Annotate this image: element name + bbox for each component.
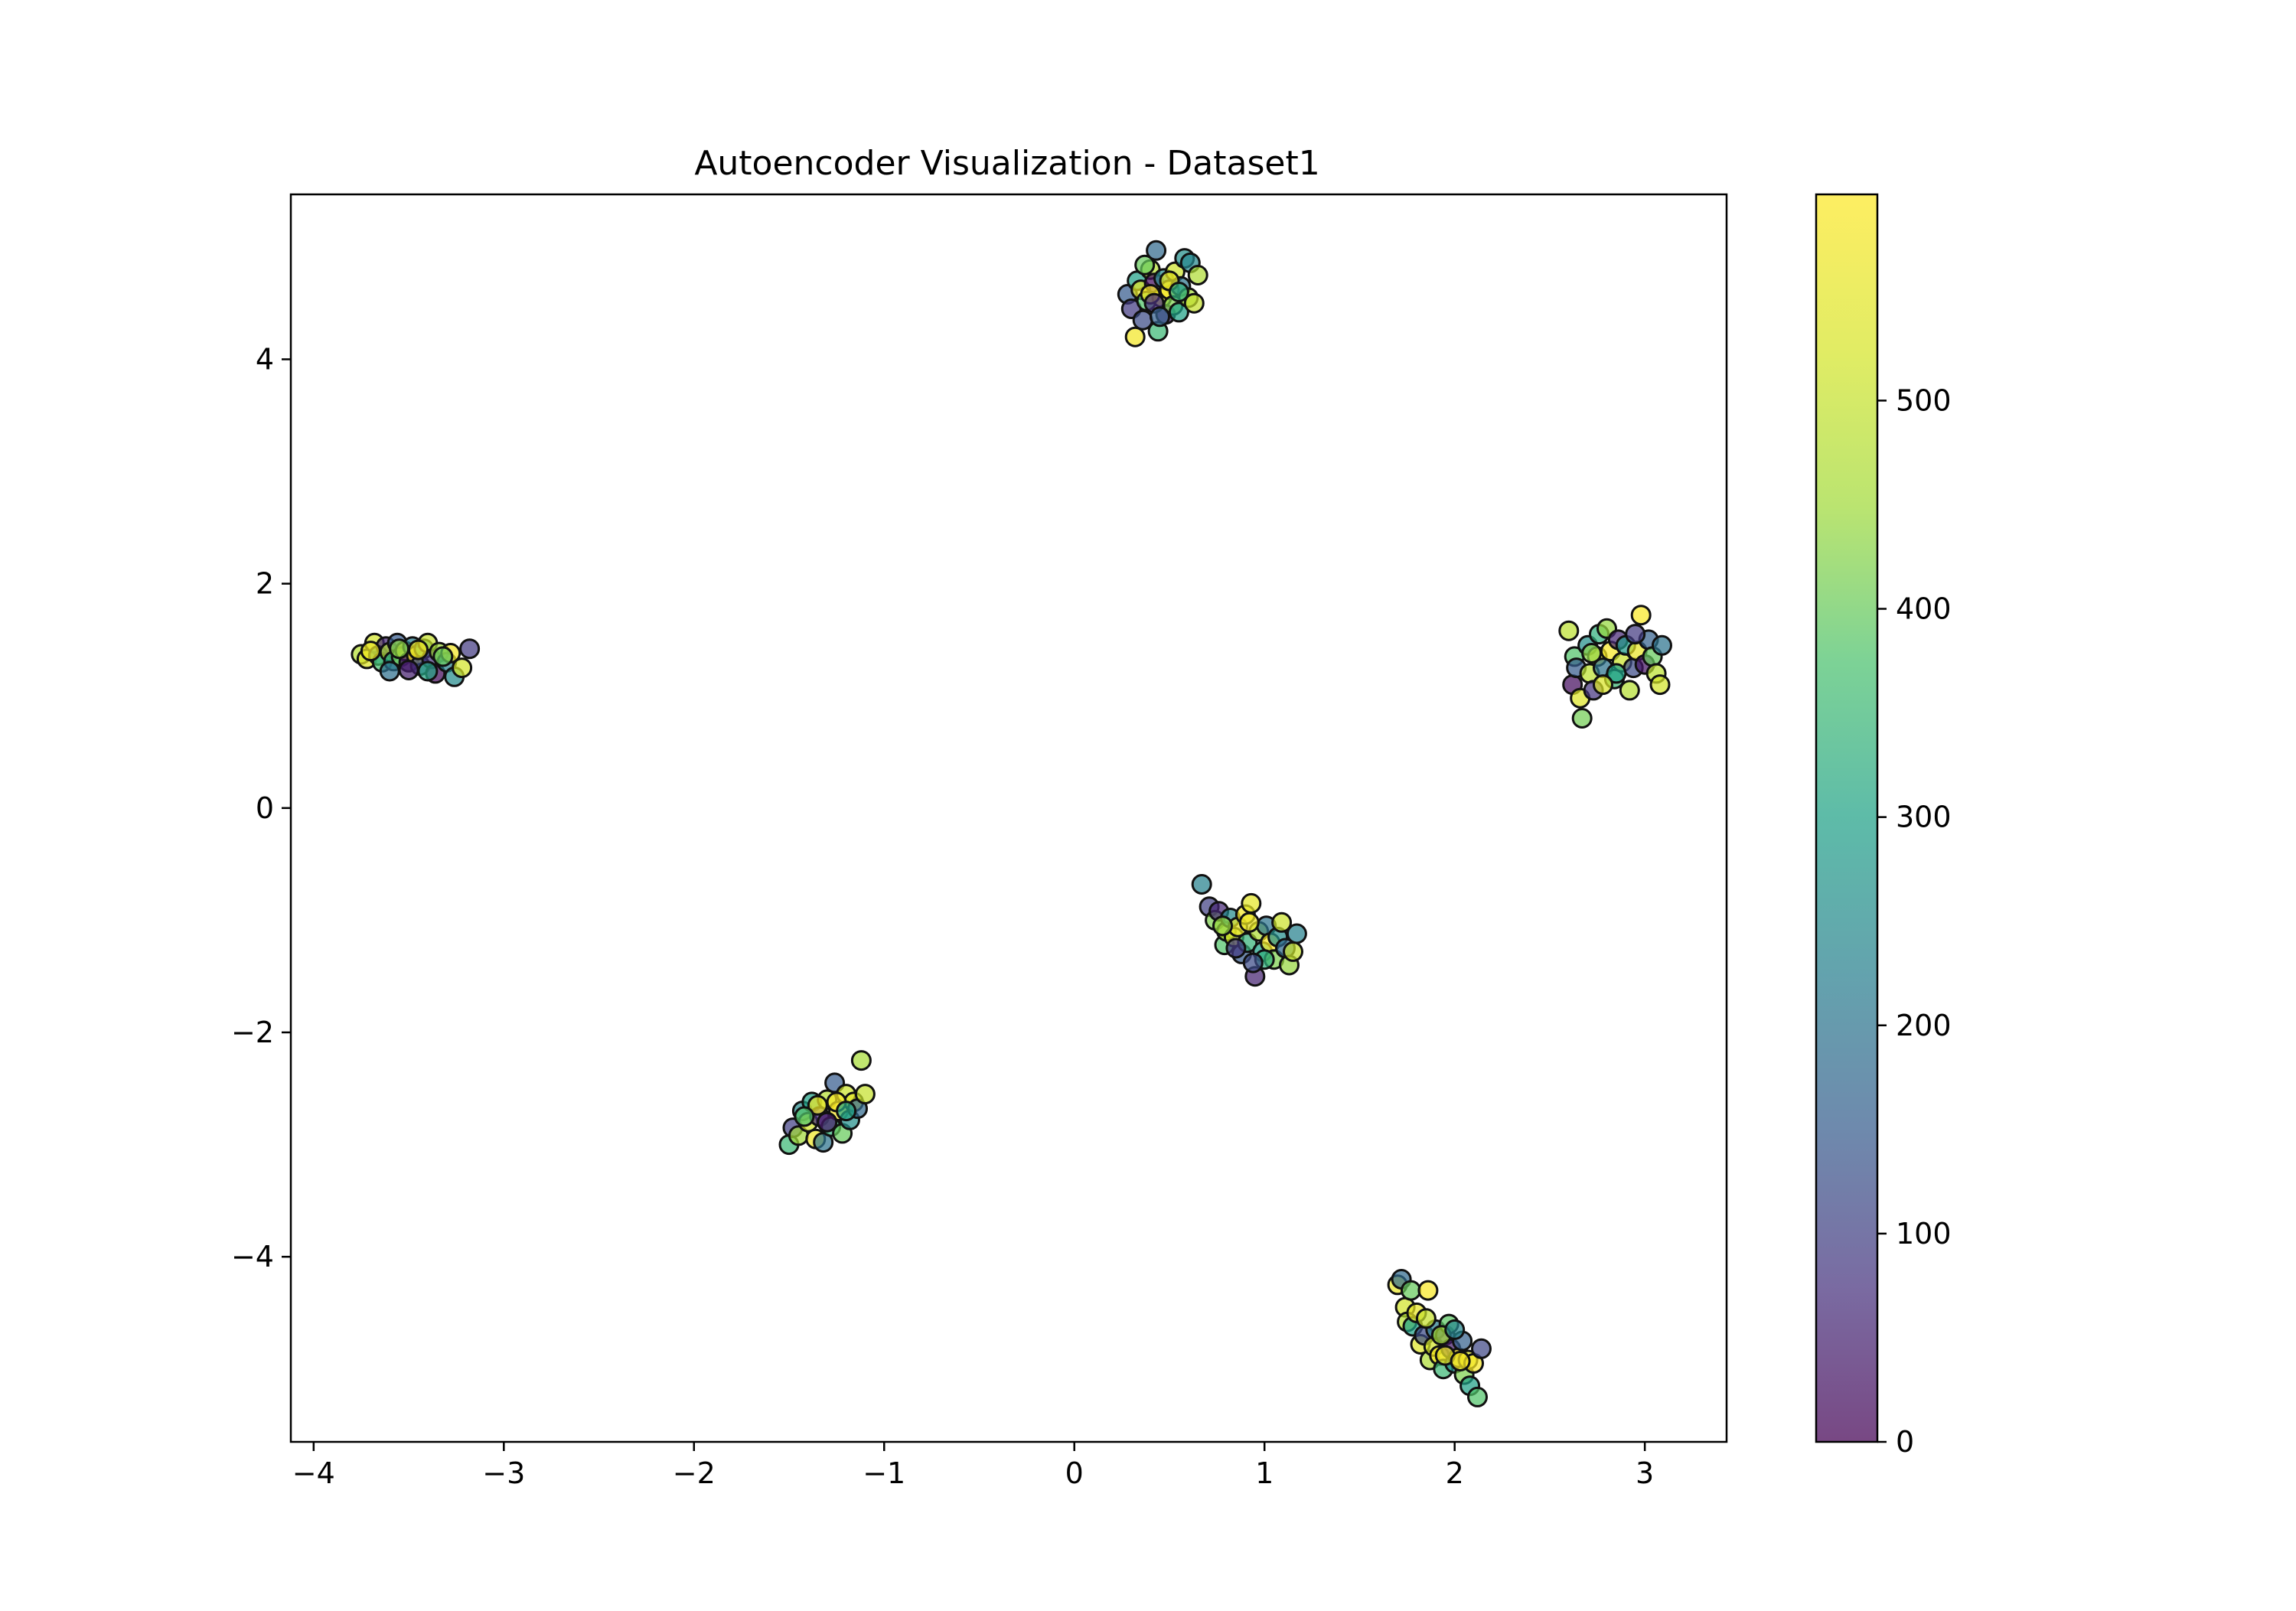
y-tick-label: 0 — [256, 791, 274, 825]
colorbar-tick-label: 200 — [1896, 1009, 1952, 1042]
scatter-point — [1417, 1280, 1439, 1301]
x-tick-label: −1 — [863, 1456, 905, 1490]
scatter-point — [1401, 1280, 1421, 1301]
scatter-point — [1187, 265, 1208, 285]
scatter-point — [1241, 892, 1262, 914]
scatter-point — [1146, 240, 1167, 261]
scatter-point — [1242, 952, 1264, 973]
scatter-point — [836, 1101, 857, 1122]
scatter-point — [1212, 915, 1233, 937]
scatter-point — [1571, 708, 1593, 729]
colorbar-ticks: 0 100 200 300 400 500 — [1877, 383, 1952, 1459]
colorbar-gradient — [1816, 194, 1877, 1442]
x-axis-ticks: −4 −3 −2 −1 0 1 2 3 — [292, 1442, 1654, 1490]
scatter-point — [1283, 941, 1303, 962]
scatter-point — [1134, 254, 1156, 276]
scatter-point — [1450, 1351, 1471, 1371]
colorbar: 0 100 200 300 400 500 — [1815, 193, 1952, 1459]
x-tick-label: 0 — [1065, 1456, 1084, 1490]
scatter-point — [1286, 923, 1307, 944]
scatter-point — [1619, 680, 1640, 701]
y-tick-label: 4 — [256, 342, 274, 376]
scatter-point — [459, 638, 481, 660]
scatter-point — [1183, 292, 1205, 314]
colorbar-tick-label: 300 — [1896, 801, 1952, 834]
x-tick-label: 3 — [1636, 1456, 1654, 1490]
y-tick-label: −4 — [231, 1240, 274, 1273]
scatter-point — [807, 1094, 828, 1116]
scatter-point — [1649, 674, 1671, 696]
chart-title: Autoencoder Visualization - Dataset1 — [694, 144, 1319, 183]
scatter-point — [1168, 302, 1189, 323]
scatter-point — [794, 1106, 815, 1127]
scatter-point — [360, 641, 381, 662]
x-tick-label: −4 — [292, 1456, 335, 1490]
colorbar-tick-label: 100 — [1896, 1217, 1952, 1251]
scatter-point — [1467, 1386, 1488, 1407]
scatter-point — [379, 660, 400, 682]
scatter-point — [1652, 634, 1672, 656]
scatter-point — [850, 1050, 872, 1071]
colorbar-tick-label: 500 — [1896, 383, 1952, 417]
x-tick-label: −3 — [482, 1456, 525, 1490]
scatter-point — [1471, 1338, 1492, 1359]
scatter-point — [432, 646, 454, 667]
scatter-point — [1124, 326, 1146, 347]
plot-area-frame — [289, 193, 1728, 1443]
scatter-point — [1630, 605, 1652, 626]
scatter-point — [1606, 663, 1627, 684]
scatter-point — [1581, 643, 1603, 664]
scatter-point — [1150, 306, 1170, 328]
scatter-point — [1593, 674, 1613, 696]
y-axis-ticks: −4 −2 0 2 4 — [231, 342, 291, 1273]
scatter-point — [389, 638, 410, 660]
scatter-point — [1415, 1308, 1437, 1329]
x-tick-label: −2 — [673, 1456, 716, 1490]
scatter-point — [408, 639, 429, 660]
y-tick-label: −2 — [231, 1016, 274, 1049]
y-tick-label: 2 — [256, 567, 274, 601]
x-tick-label: 2 — [1446, 1456, 1464, 1490]
scatter-point — [1271, 911, 1293, 933]
scatter-point — [1625, 624, 1646, 645]
colorbar-frame — [1815, 193, 1879, 1443]
scatter-point — [1191, 874, 1212, 895]
colorbar-tick-label: 400 — [1896, 592, 1952, 626]
scatter-point — [1168, 282, 1189, 302]
scatter-point — [1444, 1319, 1466, 1340]
scatter-point — [817, 1111, 838, 1133]
scatter-points — [351, 240, 1672, 1407]
colorbar-tick-label: 0 — [1896, 1425, 1914, 1459]
scatter-point — [398, 660, 419, 680]
scatter-point — [1558, 620, 1580, 641]
scatter-point — [452, 657, 473, 679]
scatter-point — [1238, 911, 1260, 933]
x-tick-label: 1 — [1255, 1456, 1274, 1490]
scatter-point — [854, 1084, 876, 1105]
scatter-point — [417, 660, 439, 682]
scatter-point — [1225, 938, 1247, 959]
